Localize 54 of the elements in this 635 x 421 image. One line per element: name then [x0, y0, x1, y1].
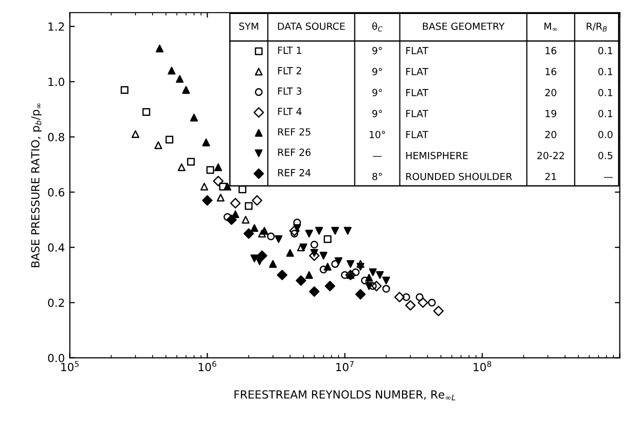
annotation: 20	[545, 88, 556, 96]
annotation: 8°	[372, 172, 382, 180]
y-axis-title: BASE PRESSURE RATIO, p$_{b}$/p$_{∞}$	[31, 104, 42, 268]
y-tick-label: 0.0	[48, 354, 64, 362]
y-tick-label: 1.0	[48, 78, 64, 86]
annotation: R/R$_{B}$	[586, 22, 607, 32]
legend-label: FLT 2	[278, 67, 302, 74]
y-tick-label: 0.2	[48, 298, 64, 307]
annotation: 20-22	[537, 152, 564, 160]
legend-label: FLT 1	[278, 46, 302, 54]
annotation: 19	[546, 110, 556, 118]
annotation: —	[372, 156, 382, 157]
annotation: 0.1	[598, 88, 612, 96]
annotation: DATA SOURCE	[278, 22, 345, 30]
annotation: FLAT	[406, 89, 428, 96]
annotation: 0.1	[598, 110, 612, 118]
annotation: HEMISPHERE	[406, 152, 468, 160]
legend-label: FLT 4	[278, 108, 302, 116]
annotation: 9°	[372, 68, 382, 76]
annotation: 16	[546, 68, 556, 76]
annotation: FLAT	[406, 47, 428, 54]
annotation: FLAT	[406, 68, 428, 76]
annotation: 10°	[370, 130, 385, 138]
y-tick-label: 0.4	[48, 243, 64, 252]
y-tick-label: 0.6	[48, 188, 64, 197]
legend-label: REF 26	[278, 148, 311, 156]
annotation: 9°	[372, 46, 382, 54]
annotation: 9°	[372, 88, 382, 96]
x-tick-label: 10$^{6}$	[198, 361, 216, 372]
legend-label: FLT 3	[278, 87, 302, 95]
y-tick-label: 1.2	[48, 22, 64, 31]
x-tick-label: 10$^{5}$	[61, 361, 79, 372]
annotation: 21	[545, 172, 556, 180]
annotation: ROUNDED SHOULDER	[406, 172, 512, 180]
x-tick-label: 10$^{7}$	[336, 361, 354, 372]
annotation: FLAT	[406, 110, 428, 118]
annotation: BASE GEOMETRY	[422, 22, 505, 30]
annotation: 0.1	[598, 46, 612, 54]
y-tick-label: 0.8	[48, 132, 64, 142]
x-tick-label: 10$^{8}$	[474, 361, 492, 372]
annotation: 16	[546, 46, 556, 54]
annotation: 0.5	[598, 152, 612, 160]
x-axis-title: FREESTREAM REYNOLDS NUMBER, Re$_{∞L}$	[234, 390, 456, 400]
annotation: 9°	[372, 110, 382, 118]
legend-label: REF 24	[278, 169, 311, 176]
annotation: 0.1	[598, 68, 612, 76]
annotation: FLAT	[406, 130, 428, 138]
annotation: θ$_{C}$	[372, 22, 382, 32]
annotation: 20	[545, 130, 556, 138]
annotation: 0.0	[598, 130, 613, 138]
annotation: SYM	[239, 22, 258, 30]
legend-label: REF 25	[278, 128, 310, 136]
annotation: M$_{∞}$	[544, 22, 557, 31]
annotation: —	[604, 177, 613, 178]
